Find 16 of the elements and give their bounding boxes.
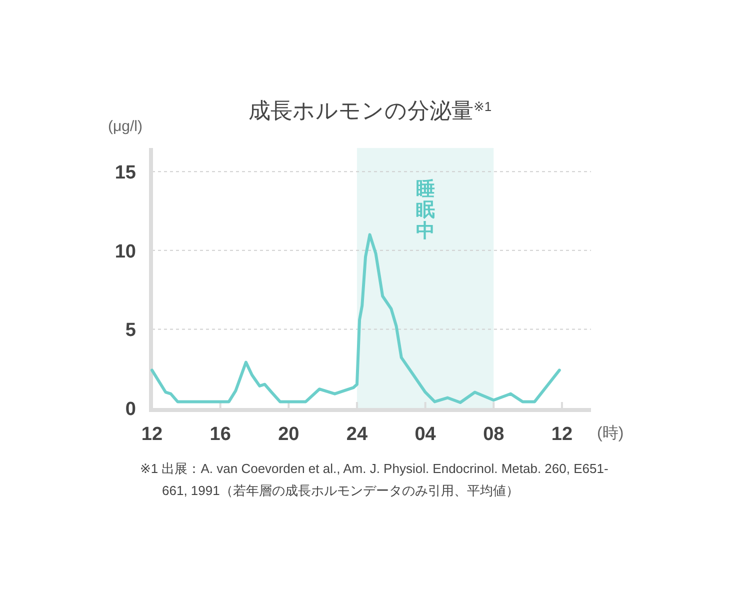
x-tick-label: 08	[483, 424, 504, 445]
x-tick-label: 24	[346, 424, 368, 445]
band-label: 睡眠中	[416, 178, 435, 242]
y-tick-label: 15	[114, 162, 136, 184]
x-tick-label: 12	[551, 424, 573, 445]
text: ※1 出展：A. van Coevorden et al., Am. J. Physiol. Endocrinol. Metab. 260, E651-661, 1991（若年層の成長ホルモンデータのみ引用、平均値）	[140, 460, 610, 500]
y-tick-label: 5	[125, 320, 136, 342]
y-axis-title: (μg/l)	[108, 118, 142, 135]
x-tick-label: 12	[141, 424, 163, 445]
x-tick-label: 20	[278, 424, 300, 445]
x-tick-label: 16	[210, 424, 231, 445]
x-tick-label: 04	[414, 424, 436, 445]
chart-title: 成長ホルモンの分泌量$^{※1}$	[248, 98, 492, 123]
y-tick-label: 0	[125, 399, 136, 420]
x-axis-title: (時)	[597, 424, 624, 442]
y-tick-label: 10	[114, 241, 136, 262]
